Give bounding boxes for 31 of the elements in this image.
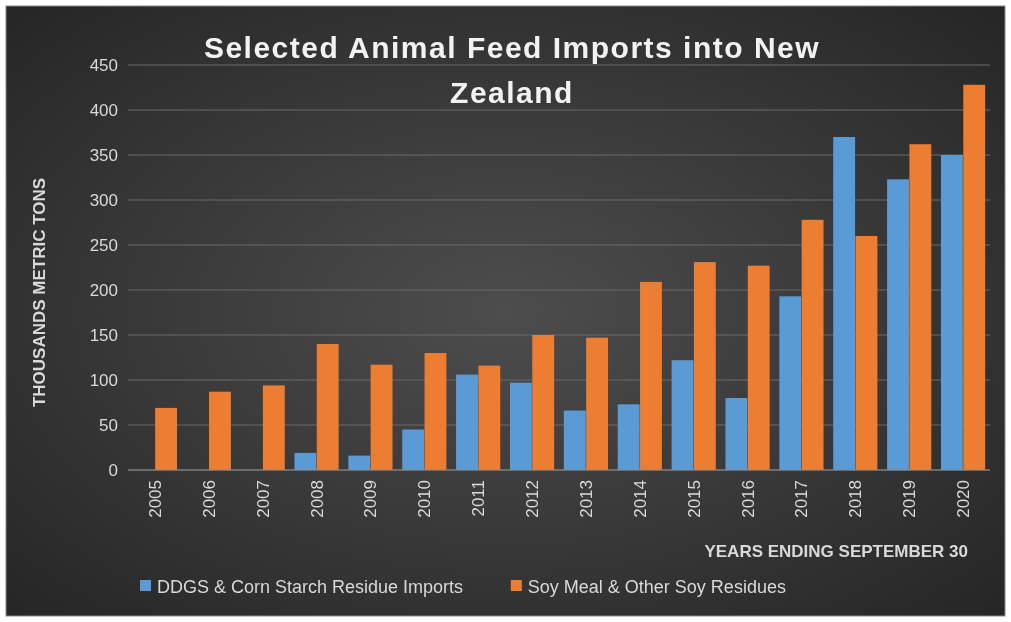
x-tick-label: 2006 [199, 480, 219, 518]
x-tick-label: 2017 [792, 480, 812, 518]
chart-title: Selected Animal Feed Imports into New Zealand [203, 31, 821, 109]
x-tick-label: 2019 [900, 480, 920, 518]
legend-label: Soy Meal & Other Soy Residues [527, 577, 786, 598]
y-tick-label: 450 [89, 55, 118, 75]
x-tick-label: 2018 [846, 480, 866, 518]
y-tick-label: 150 [89, 325, 118, 345]
x-tick-label: 2005 [145, 480, 165, 518]
x-tick-label: 2016 [738, 480, 758, 518]
x-tick-label: 2012 [523, 480, 543, 518]
x-axis-title: YEARS ENDING SEPTEMBER 30 [704, 542, 968, 561]
x-tick-label: 2020 [954, 480, 974, 518]
x-tick-label: 2015 [684, 480, 704, 518]
y-axis-title: THOUSANDS METRIC TONS [30, 177, 49, 408]
y-tick-label: 100 [89, 370, 118, 390]
y-tick-label: 350 [89, 145, 118, 165]
y-tick-label: 0 [108, 460, 118, 480]
y-tick-label: 400 [89, 100, 118, 120]
x-tick-label: 2010 [415, 480, 435, 518]
x-tick-label: 2009 [361, 480, 381, 518]
y-tick-label: 50 [99, 415, 118, 435]
legend-label: DDGS & Corn Starch Residue Imports [157, 577, 464, 598]
y-tick-label: 300 [89, 190, 118, 210]
x-tick-label: 2013 [576, 480, 596, 518]
x-tick-label: 2014 [630, 480, 650, 518]
x-tick-label: 2007 [253, 480, 273, 518]
x-tick-label: 2011 [469, 480, 489, 517]
x-tick-label: 2008 [307, 480, 327, 518]
y-tick-label: 250 [89, 235, 118, 255]
y-tick-label: 200 [89, 280, 118, 300]
